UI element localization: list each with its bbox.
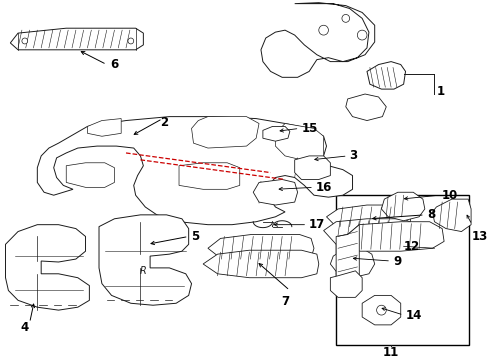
Text: 2: 2 xyxy=(160,116,167,129)
Polygon shape xyxy=(253,180,297,205)
Text: 6: 6 xyxy=(110,58,119,71)
Polygon shape xyxy=(323,219,414,244)
Text: 14: 14 xyxy=(405,309,421,321)
Text: 12: 12 xyxy=(403,240,419,253)
Polygon shape xyxy=(347,222,443,251)
Polygon shape xyxy=(203,250,318,278)
Polygon shape xyxy=(330,271,362,297)
Polygon shape xyxy=(207,234,313,261)
Text: 4: 4 xyxy=(20,321,29,334)
Text: 17: 17 xyxy=(308,218,325,231)
Text: 7: 7 xyxy=(281,296,288,309)
Polygon shape xyxy=(381,192,424,221)
Polygon shape xyxy=(87,118,121,136)
Polygon shape xyxy=(275,123,323,163)
Text: 13: 13 xyxy=(471,230,488,243)
Polygon shape xyxy=(179,163,239,189)
Text: 16: 16 xyxy=(315,181,331,194)
Bar xyxy=(335,195,468,345)
Text: 11: 11 xyxy=(382,346,398,359)
Polygon shape xyxy=(345,94,386,121)
Polygon shape xyxy=(99,215,191,305)
Polygon shape xyxy=(366,62,405,89)
Polygon shape xyxy=(191,117,259,148)
Polygon shape xyxy=(37,117,352,225)
Polygon shape xyxy=(432,199,470,231)
Text: 8: 8 xyxy=(426,208,434,221)
Polygon shape xyxy=(10,28,143,50)
Polygon shape xyxy=(66,163,114,187)
Circle shape xyxy=(22,38,28,44)
Polygon shape xyxy=(261,3,374,77)
Circle shape xyxy=(318,25,328,35)
Text: 1: 1 xyxy=(435,85,444,98)
Polygon shape xyxy=(294,156,330,180)
Circle shape xyxy=(128,38,133,44)
Text: 5: 5 xyxy=(190,230,199,243)
Text: 15: 15 xyxy=(301,122,317,135)
Polygon shape xyxy=(263,126,289,141)
Circle shape xyxy=(357,30,366,40)
Polygon shape xyxy=(330,248,374,278)
Text: 10: 10 xyxy=(440,189,457,202)
Polygon shape xyxy=(5,225,89,310)
Circle shape xyxy=(376,305,386,315)
Polygon shape xyxy=(362,296,400,325)
Text: 9: 9 xyxy=(392,255,401,267)
Text: 3: 3 xyxy=(349,149,357,162)
Polygon shape xyxy=(335,225,359,293)
Text: R: R xyxy=(140,266,146,276)
Polygon shape xyxy=(326,205,409,229)
Circle shape xyxy=(341,14,349,22)
